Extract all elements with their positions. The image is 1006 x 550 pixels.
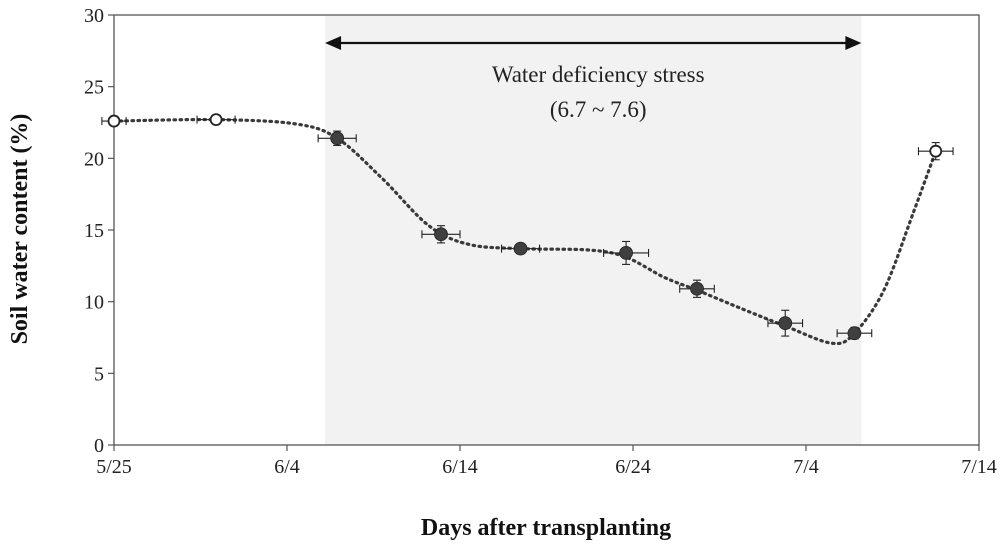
filled-marker bbox=[690, 281, 704, 296]
x-tick-label: 6/14 bbox=[442, 456, 478, 478]
stress-arrow-head-left bbox=[325, 36, 342, 50]
y-tick-label: 15 bbox=[84, 220, 104, 242]
stress-period-band bbox=[325, 16, 862, 445]
filled-marker bbox=[847, 326, 862, 341]
stress-range-label: (6.7 ~ 7.6) bbox=[550, 97, 647, 122]
y-tick-label: 10 bbox=[84, 292, 104, 314]
x-tick-label: 7/4 bbox=[793, 456, 819, 478]
open-marker bbox=[209, 113, 223, 127]
filled-marker bbox=[778, 316, 793, 331]
filled-marker bbox=[619, 246, 633, 260]
y-tick-label: 30 bbox=[84, 5, 104, 27]
y-tick-label: 25 bbox=[84, 77, 104, 99]
open-marker bbox=[107, 114, 121, 128]
x-tick-label: 6/4 bbox=[274, 456, 300, 478]
stress-label: Water deficiency stress bbox=[492, 62, 705, 87]
y-axis-title: Soil water content (%) bbox=[7, 114, 33, 345]
y-tick-label: 0 bbox=[94, 435, 104, 457]
filled-marker bbox=[513, 241, 528, 256]
x-tick-label: 5/25 bbox=[96, 456, 132, 478]
x-axis-title: Days after transplanting bbox=[421, 515, 671, 541]
filled-marker bbox=[330, 131, 345, 146]
open-marker bbox=[929, 144, 943, 158]
y-tick-label: 5 bbox=[94, 363, 104, 385]
filled-marker bbox=[434, 227, 448, 242]
x-tick-label: 7/14 bbox=[961, 456, 997, 478]
stress-arrow-head-right bbox=[845, 36, 862, 50]
y-tick-label: 20 bbox=[84, 148, 104, 170]
x-tick-label: 6/24 bbox=[615, 456, 651, 478]
